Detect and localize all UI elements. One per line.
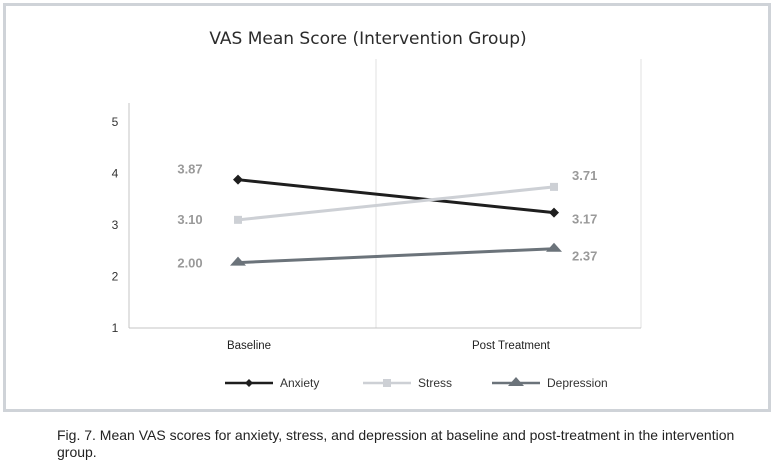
depression-point-0 [230, 256, 246, 266]
y-tick-labels: 1 2 3 4 5 [112, 115, 119, 335]
y-tick-label: 2 [112, 270, 119, 284]
depression-legend-marker [508, 377, 524, 386]
anxiety-point-0 [233, 174, 243, 185]
anxiety-series-line [237, 178, 555, 215]
anxiety-legend-label: Anxiety [280, 376, 319, 390]
legend: Anxiety Stress Depression [225, 376, 608, 390]
line-chart: VAS Mean Score (Intervention Group) 1 2 3 4… [112, 29, 642, 390]
stress-data-label: 3.10 [177, 212, 202, 227]
y-tick-label: 1 [112, 321, 119, 335]
stress-series-line [237, 185, 555, 222]
y-tick-label: 4 [112, 167, 119, 181]
depression-series-line [237, 247, 555, 265]
x-category-labels: Baseline Post Treatment [227, 340, 551, 352]
stress-legend-label: Stress [418, 376, 452, 390]
x-category-label: Post Treatment [472, 340, 551, 352]
series-group: 3.87 3.17 3.10 3.71 2.00 2.37 [177, 162, 597, 271]
chart-frame [3, 3, 771, 412]
stress-point-0 [234, 215, 242, 224]
depression-data-label: 2.37 [572, 249, 597, 264]
x-category-label: Baseline [227, 340, 271, 352]
chart-title: VAS Mean Score (Intervention Group) [209, 29, 526, 49]
y-tick-label: 3 [112, 218, 119, 232]
depression-legend-label: Depression [547, 376, 608, 390]
depression-data-label: 2.00 [177, 256, 202, 271]
stress-data-label: 3.71 [572, 168, 597, 183]
stress-legend-marker [383, 379, 391, 387]
stress-point-1 [550, 182, 558, 191]
anxiety-legend-marker [245, 379, 253, 387]
figure-caption: Fig. 7. Mean VAS scores for anxiety, str… [57, 427, 735, 460]
y-tick-label: 5 [112, 115, 119, 129]
anxiety-data-label: 3.17 [572, 212, 597, 227]
depression-point-1 [546, 242, 562, 252]
anxiety-data-label: 3.87 [177, 162, 202, 177]
anxiety-point-1 [549, 207, 559, 218]
